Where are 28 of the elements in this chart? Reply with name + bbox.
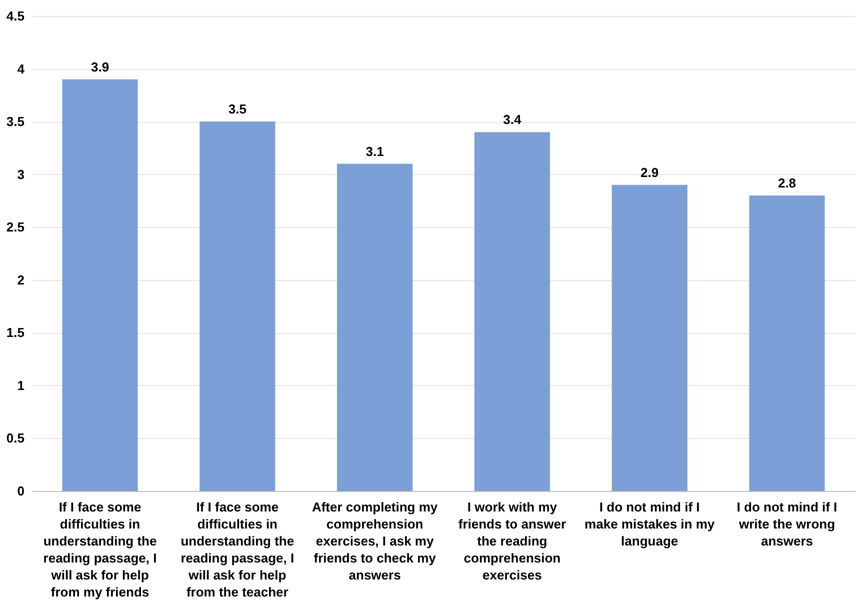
bar	[612, 184, 688, 491]
bar	[62, 79, 138, 491]
x-tick-label: I work with my friends to answer the reading comprehension exercises	[458, 500, 566, 582]
y-tick-label: 1.5	[6, 325, 24, 340]
y-tick-label: 4.5	[6, 8, 24, 24]
y-tick-label: 0.5	[6, 430, 24, 446]
bar	[749, 195, 825, 491]
y-tick-label: 2.5	[6, 220, 24, 235]
y-tick-label: 0	[17, 484, 24, 498]
data-label: 3.1	[366, 144, 384, 159]
x-tick-label: If I face some difficulties in understanding the reading passage, I will ask for help from the teacher	[180, 500, 294, 600]
y-tick-label: 4	[17, 61, 26, 76]
y-tick-label: 3.5	[6, 114, 24, 130]
y-tick-label: 1	[17, 378, 24, 393]
x-tick-label: I do not mind if I write the wrong answers	[736, 500, 838, 548]
data-label: 2.8	[778, 175, 796, 190]
y-tick-label: 3	[17, 166, 24, 182]
y-tick-label: 2	[17, 272, 24, 288]
data-label: 2.9	[640, 164, 659, 180]
bar	[474, 132, 550, 491]
x-tick-label: I do not mind if I make mistakes in my language	[584, 500, 716, 548]
x-tick-label: If I face some difficulties in understanding the reading passage, I will ask for help from my friends	[43, 500, 157, 600]
data-label: 3.9	[90, 59, 110, 74]
data-label: 3.4	[503, 112, 522, 128]
bar	[200, 122, 276, 491]
data-label: 3.5	[228, 102, 246, 117]
bar	[337, 164, 413, 491]
x-tick-label: After completing my comprehension exercises, I ask my friends to check my answers	[312, 500, 438, 582]
